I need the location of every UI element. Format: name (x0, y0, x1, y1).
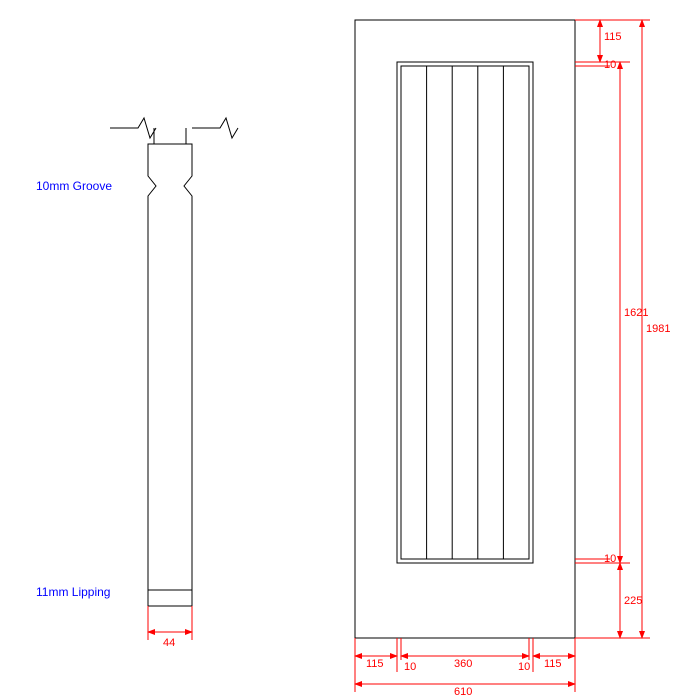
lipping-label: 11mm Lipping (36, 585, 110, 599)
panel-opening (397, 62, 533, 563)
panel-inset (401, 66, 529, 559)
svg-text:10: 10 (604, 553, 616, 565)
right-dims: 115 10 1621 1981 10 225 (575, 20, 670, 638)
svg-text:1621: 1621 (624, 307, 648, 319)
break-line-right (192, 118, 238, 138)
door-outer (355, 20, 575, 638)
svg-text:115: 115 (366, 658, 384, 670)
svg-text:225: 225 (624, 595, 642, 607)
svg-text:115: 115 (544, 658, 562, 670)
door-elevation (355, 20, 575, 638)
svg-text:115: 115 (604, 31, 622, 43)
svg-text:44: 44 (163, 637, 175, 649)
break-line-left (110, 118, 156, 138)
svg-text:10: 10 (604, 59, 616, 71)
svg-text:1981: 1981 (646, 323, 670, 335)
dim-profile-width: 44 (148, 606, 192, 649)
svg-text:10: 10 (518, 661, 530, 673)
svg-text:10: 10 (404, 661, 416, 673)
profile-outline (148, 144, 192, 606)
technical-drawing: 10mm Groove 11mm Lipping 44 (0, 0, 700, 700)
svg-text:360: 360 (454, 658, 472, 670)
bottom-dims: 115 10 360 10 115 610 (355, 638, 575, 698)
slats (427, 66, 504, 559)
profile-section: 10mm Groove 11mm Lipping 44 (36, 118, 238, 649)
svg-text:610: 610 (454, 686, 472, 698)
groove-label: 10mm Groove (36, 179, 112, 193)
